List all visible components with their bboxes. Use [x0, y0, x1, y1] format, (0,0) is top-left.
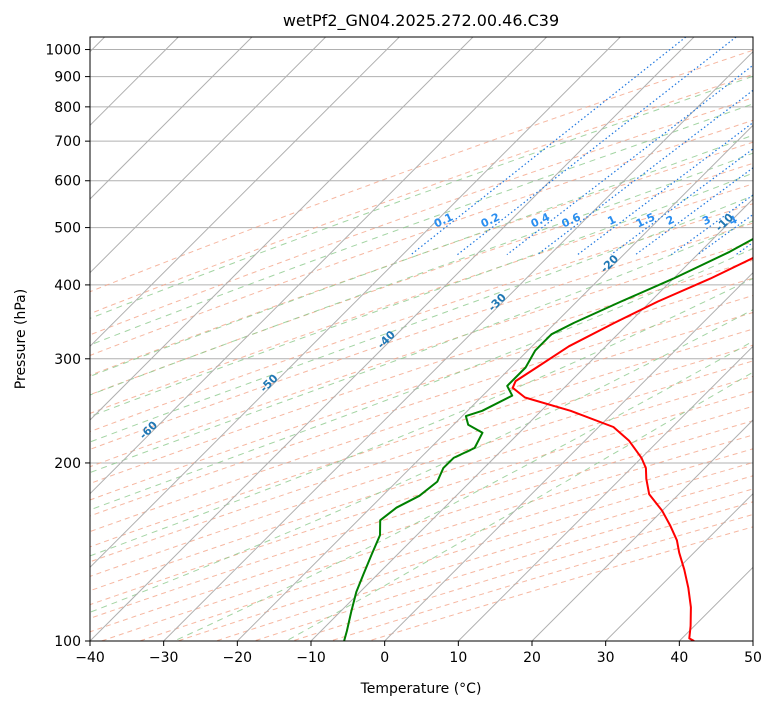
y-tick-label: 800 [54, 100, 81, 116]
y-axis-label: Pressure (hPa) [13, 289, 29, 389]
skewt-chart: 0.10.20.40.611.52346810131620253036-100-… [0, 0, 775, 708]
y-tick-label: 300 [54, 352, 81, 368]
y-tick-label: 400 [54, 278, 81, 294]
x-tick-label: 0 [380, 650, 389, 666]
y-tick-label: 100 [54, 634, 81, 650]
y-tick-label: 500 [54, 221, 81, 237]
x-tick-label: 40 [670, 650, 688, 666]
x-tick-label: 20 [523, 650, 541, 666]
x-tick-label: 50 [744, 650, 762, 666]
x-tick-label: −20 [223, 650, 253, 666]
x-tick-label: 30 [597, 650, 615, 666]
y-tick-label: 1000 [45, 43, 81, 59]
chart-title: wetPf2_GN04.2025.272.00.46.C39 [283, 11, 559, 31]
x-tick-label: 10 [449, 650, 467, 666]
x-tick-label: −40 [75, 650, 105, 666]
y-tick-label: 900 [54, 70, 81, 86]
x-tick-label: −10 [296, 650, 326, 666]
y-tick-label: 700 [54, 134, 81, 150]
x-axis-label: Temperature (°C) [360, 681, 482, 697]
y-tick-label: 600 [54, 174, 81, 190]
y-tick-label: 200 [54, 456, 81, 472]
x-tick-label: −30 [149, 650, 179, 666]
